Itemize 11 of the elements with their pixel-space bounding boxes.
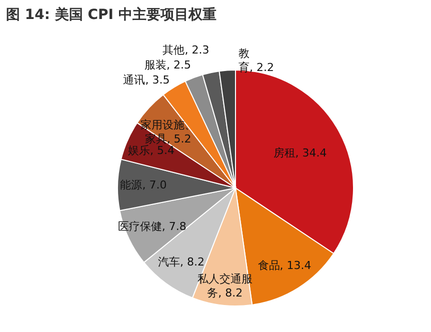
slice-label: 医疗保健, 7.8 [118,220,186,234]
slice-label: 其他, 2.3 [162,44,210,57]
slice-label: 能源, 7.0 [120,178,167,192]
slice-label: 娱乐, 5.4 [128,144,175,157]
slice-label: 通讯, 3.5 [123,74,170,87]
slice-label: 食品, 13.4 [258,258,312,272]
slice-label: 服装, 2.5 [144,58,192,72]
slice-label: 教育, 2.2 [238,47,274,74]
slice-label: 房租, 34.4 [273,146,327,160]
chart-title: 图 14: 美国 CPI 中主要项目权重 [6,6,216,23]
slice-label: 汽车, 8.2 [158,255,204,268]
